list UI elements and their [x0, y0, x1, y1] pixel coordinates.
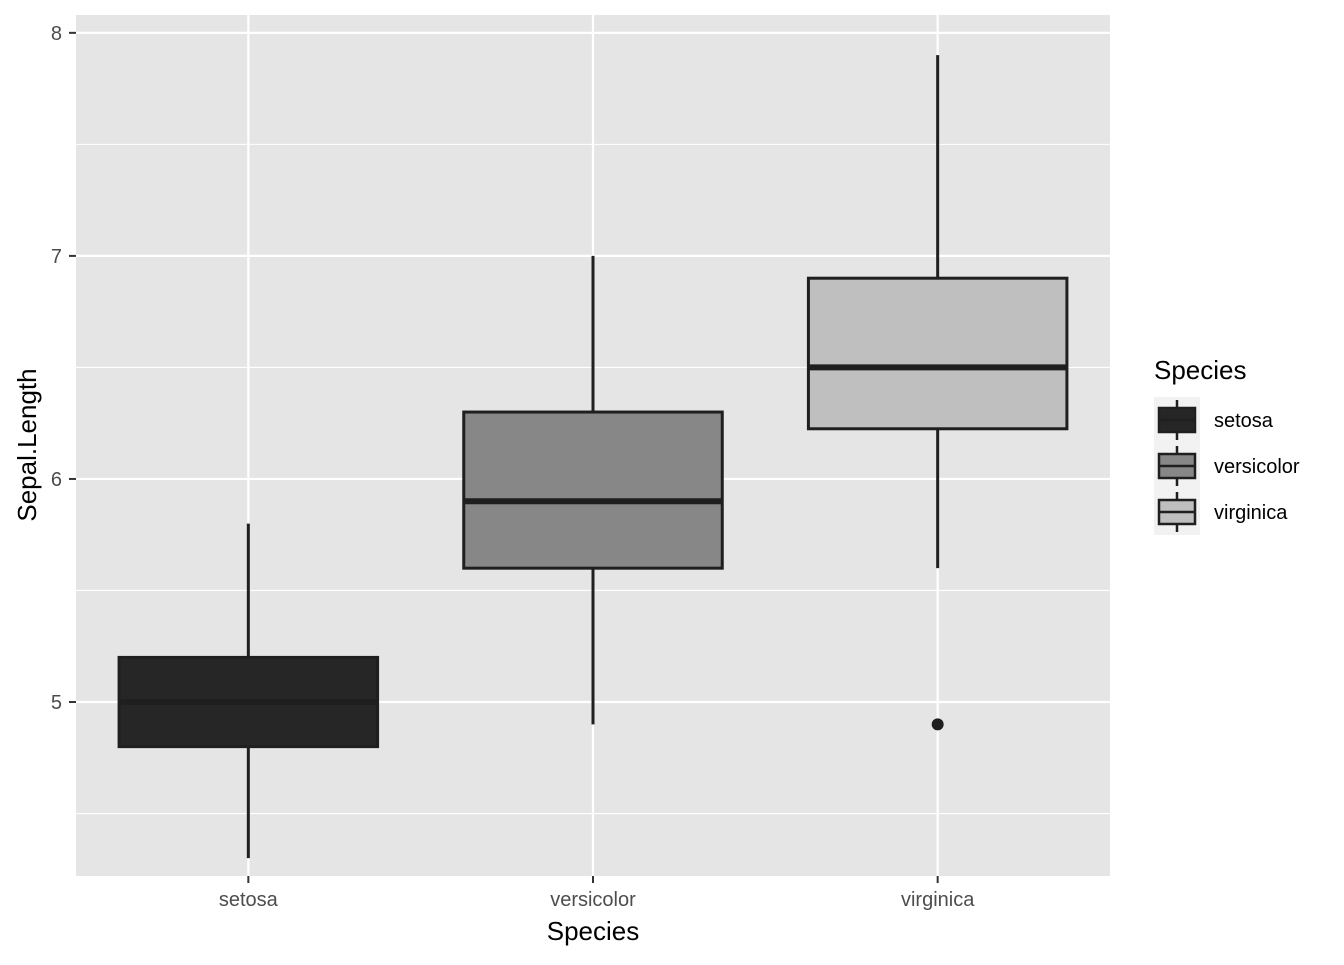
- legend: Species setosa versicolor virginica: [1154, 355, 1300, 535]
- legend-key-versicolor: versicolor: [1154, 443, 1300, 489]
- x-tick-label: versicolor: [550, 889, 636, 911]
- y-tick-label: 6: [51, 469, 62, 491]
- box-body: [806, 276, 1069, 431]
- x-axis: setosa versicolor virginica: [219, 876, 975, 911]
- box-versicolor: [462, 255, 724, 725]
- box-series: [117, 55, 1069, 859]
- y-tick-label: 7: [51, 246, 62, 268]
- box-setosa: [117, 523, 380, 859]
- box-body: [462, 410, 724, 570]
- legend-label: setosa: [1214, 410, 1274, 432]
- legend-key-setosa: setosa: [1154, 397, 1274, 443]
- y-axis-title: Sepal.Length: [12, 368, 42, 521]
- x-axis-title: Species: [547, 916, 640, 946]
- legend-label: virginica: [1214, 502, 1288, 524]
- outlier-point: [931, 718, 944, 731]
- y-tick-label: 8: [51, 23, 62, 45]
- y-tick-label: 5: [51, 692, 62, 714]
- y-axis: 5 6 7 8: [51, 23, 76, 714]
- box-virginica: [806, 55, 1069, 731]
- legend-label: versicolor: [1214, 456, 1300, 478]
- x-tick-label: virginica: [901, 889, 975, 911]
- legend-title: Species: [1154, 355, 1247, 385]
- legend-key-virginica: virginica: [1154, 489, 1288, 535]
- x-tick-label: setosa: [219, 889, 279, 911]
